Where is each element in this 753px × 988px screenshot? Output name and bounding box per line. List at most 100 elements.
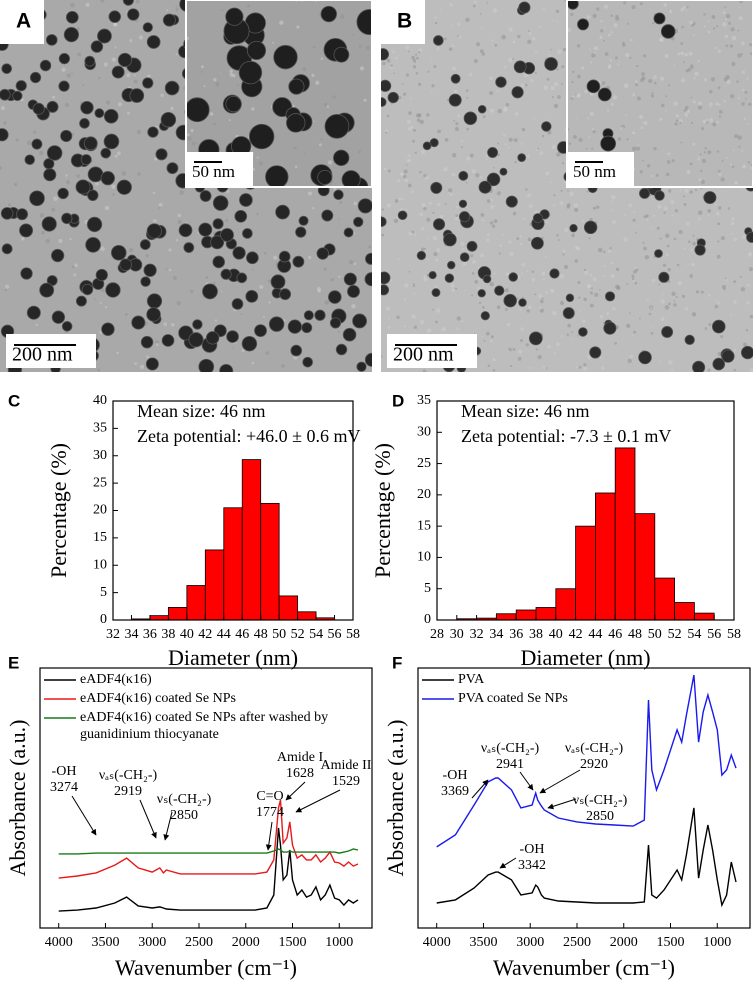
annotation: Mean size: 46 nm bbox=[461, 401, 589, 421]
grain bbox=[535, 148, 538, 152]
grain bbox=[35, 323, 38, 327]
particle bbox=[347, 285, 360, 298]
grain bbox=[648, 78, 653, 84]
grain bbox=[200, 65, 204, 69]
grain bbox=[571, 233, 575, 238]
grain bbox=[559, 274, 565, 279]
grain bbox=[571, 95, 575, 99]
particle bbox=[164, 80, 180, 96]
grain bbox=[570, 12, 574, 16]
particle bbox=[270, 274, 286, 290]
peak-annotation: -OH bbox=[52, 764, 77, 779]
particle bbox=[46, 145, 63, 161]
grain bbox=[481, 52, 486, 56]
grain bbox=[444, 37, 447, 41]
peak-annotation: 3369 bbox=[441, 784, 469, 799]
x-tick-label: 52 bbox=[291, 627, 305, 642]
grain bbox=[528, 204, 533, 209]
annotation-arrow bbox=[471, 779, 489, 799]
grain bbox=[418, 51, 421, 54]
grain bbox=[681, 78, 686, 83]
grain bbox=[454, 287, 458, 290]
particle bbox=[51, 310, 66, 324]
bar bbox=[694, 612, 715, 621]
grain bbox=[441, 326, 446, 332]
grain bbox=[398, 197, 402, 201]
grain bbox=[631, 146, 637, 152]
particle bbox=[329, 317, 342, 329]
grain bbox=[419, 319, 425, 325]
grain bbox=[480, 27, 483, 30]
x-tick-label: 1500 bbox=[657, 935, 685, 950]
grain bbox=[323, 102, 328, 107]
grain bbox=[632, 131, 634, 134]
grain bbox=[411, 230, 415, 234]
grain bbox=[451, 172, 456, 177]
grain bbox=[353, 232, 356, 235]
grain bbox=[691, 66, 694, 69]
grain bbox=[561, 65, 565, 69]
grain bbox=[572, 70, 575, 73]
grain bbox=[610, 14, 613, 17]
grain bbox=[152, 218, 157, 223]
annotation: Zeta potential: -7.3 ± 0.1 mV bbox=[461, 426, 671, 446]
grain bbox=[599, 315, 604, 319]
grain bbox=[583, 366, 587, 371]
peak-annotation: νₛ(-CH₂-) bbox=[157, 792, 212, 807]
grain bbox=[457, 114, 461, 118]
grain bbox=[332, 95, 336, 99]
grain bbox=[519, 338, 523, 342]
particle bbox=[343, 272, 357, 286]
grain bbox=[694, 71, 699, 76]
inset-scale-bar-box bbox=[187, 152, 253, 186]
grain bbox=[737, 29, 740, 32]
grain bbox=[692, 241, 696, 246]
grain bbox=[709, 102, 713, 106]
grain bbox=[667, 189, 672, 193]
particle bbox=[433, 35, 444, 46]
grain bbox=[724, 18, 728, 21]
grain bbox=[707, 20, 710, 23]
grain bbox=[215, 81, 220, 87]
x-tick-label: 34 bbox=[124, 627, 138, 642]
grain bbox=[505, 103, 510, 107]
grain bbox=[608, 249, 612, 254]
grain bbox=[489, 221, 493, 225]
grain bbox=[557, 95, 561, 99]
grain bbox=[707, 214, 710, 217]
grain bbox=[382, 61, 386, 66]
grain bbox=[466, 156, 471, 161]
x-tick-label: 38 bbox=[161, 627, 175, 642]
grain bbox=[528, 32, 532, 35]
grain bbox=[656, 226, 660, 230]
grain bbox=[461, 247, 465, 251]
grain bbox=[666, 152, 668, 155]
particle bbox=[87, 189, 99, 202]
particle bbox=[603, 321, 617, 335]
grain bbox=[746, 77, 750, 80]
grain bbox=[173, 275, 177, 280]
grain bbox=[670, 199, 675, 204]
grain bbox=[662, 293, 665, 295]
grain bbox=[368, 245, 372, 249]
grain bbox=[385, 129, 388, 132]
grain bbox=[571, 331, 574, 333]
grain bbox=[383, 167, 387, 171]
grain bbox=[126, 73, 131, 78]
particle bbox=[81, 283, 94, 296]
micrograph bbox=[567, 0, 753, 187]
grain bbox=[21, 237, 25, 241]
grain bbox=[483, 340, 486, 342]
grain bbox=[393, 218, 399, 224]
particle bbox=[58, 53, 70, 65]
grain bbox=[413, 325, 418, 329]
grain bbox=[588, 237, 591, 240]
grain bbox=[603, 275, 606, 278]
grain bbox=[519, 235, 523, 238]
particle bbox=[639, 187, 651, 199]
grain bbox=[414, 234, 417, 236]
particle bbox=[117, 52, 133, 68]
grain bbox=[665, 233, 670, 239]
grain bbox=[718, 115, 722, 118]
grain bbox=[479, 49, 484, 53]
